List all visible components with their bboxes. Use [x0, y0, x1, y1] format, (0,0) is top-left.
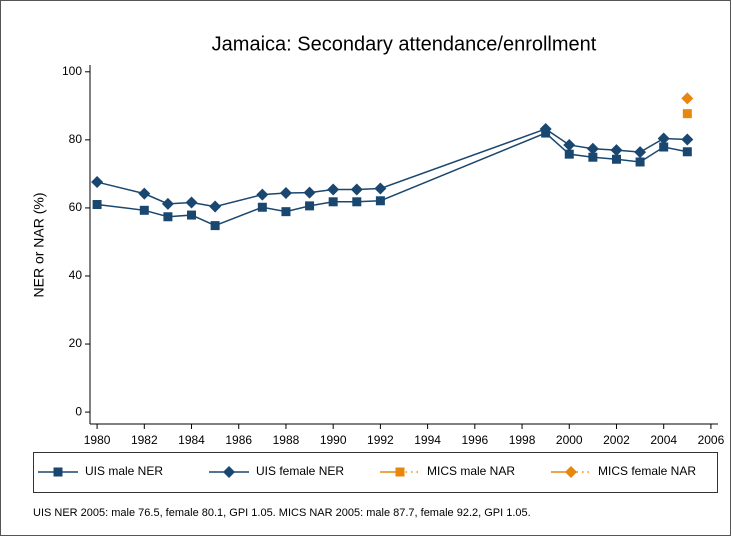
- x-tick-label: 1994: [414, 433, 441, 447]
- marker: [257, 202, 267, 212]
- marker: [395, 467, 405, 477]
- marker: [565, 466, 577, 478]
- chart-title: Jamaica: Secondary attendance/enrollment: [212, 33, 597, 55]
- marker: [185, 196, 198, 209]
- y-tick-label: 80: [69, 132, 83, 146]
- marker: [305, 201, 315, 211]
- marker: [659, 142, 669, 152]
- marker: [223, 466, 235, 478]
- marker: [138, 187, 151, 200]
- marker: [161, 197, 174, 210]
- x-tick-label: 2000: [556, 433, 583, 447]
- marker: [374, 182, 387, 195]
- x-tick-label: 2004: [650, 433, 677, 447]
- y-axis-label: NER or NAR (%): [31, 192, 47, 297]
- x-tick-label: 1986: [225, 433, 252, 447]
- x-tick-label: 1996: [461, 433, 488, 447]
- y-tick-label: 40: [69, 268, 83, 282]
- legend-label: UIS female NER: [256, 464, 344, 478]
- marker: [352, 197, 362, 207]
- marker: [586, 142, 599, 155]
- marker: [53, 467, 63, 477]
- marker: [634, 146, 647, 159]
- marker: [210, 221, 220, 231]
- marker: [375, 196, 385, 206]
- marker: [657, 132, 670, 145]
- marker: [588, 152, 598, 162]
- footnote: UIS NER 2005: male 76.5, female 80.1, GP…: [33, 507, 531, 519]
- marker: [350, 183, 363, 196]
- legend-label: UIS male NER: [85, 464, 163, 478]
- marker: [327, 183, 340, 196]
- x-tick-label: 1990: [320, 433, 347, 447]
- y-tick-label: 60: [69, 200, 83, 214]
- marker: [682, 109, 692, 119]
- legend-box: [33, 452, 718, 493]
- marker: [91, 176, 104, 189]
- x-tick-label: 2006: [698, 433, 725, 447]
- legend-label: MICS female NAR: [598, 464, 696, 478]
- marker: [139, 205, 149, 215]
- y-tick-label: 0: [75, 404, 82, 418]
- marker: [187, 210, 197, 220]
- y-tick-label: 20: [69, 336, 83, 350]
- marker: [635, 157, 645, 167]
- x-tick-label: 1982: [131, 433, 158, 447]
- y-tick-label: 100: [62, 64, 82, 78]
- marker: [563, 138, 576, 151]
- marker: [92, 200, 102, 210]
- marker: [539, 122, 552, 135]
- legend-label: MICS male NAR: [427, 464, 515, 478]
- x-tick-label: 1992: [367, 433, 394, 447]
- marker: [328, 197, 338, 207]
- marker: [303, 186, 316, 199]
- marker: [681, 133, 694, 146]
- marker: [610, 144, 623, 157]
- x-tick-label: 1988: [273, 433, 300, 447]
- marker: [279, 186, 292, 199]
- marker: [681, 92, 694, 105]
- x-tick-label: 2002: [603, 433, 630, 447]
- marker: [163, 212, 173, 222]
- x-tick-label: 1980: [84, 433, 111, 447]
- marker: [682, 147, 692, 157]
- marker: [281, 207, 291, 217]
- marker: [209, 200, 222, 213]
- marker: [256, 188, 269, 201]
- x-tick-label: 1998: [509, 433, 536, 447]
- x-tick-label: 1984: [178, 433, 205, 447]
- marker: [611, 154, 621, 164]
- marker: [564, 149, 574, 159]
